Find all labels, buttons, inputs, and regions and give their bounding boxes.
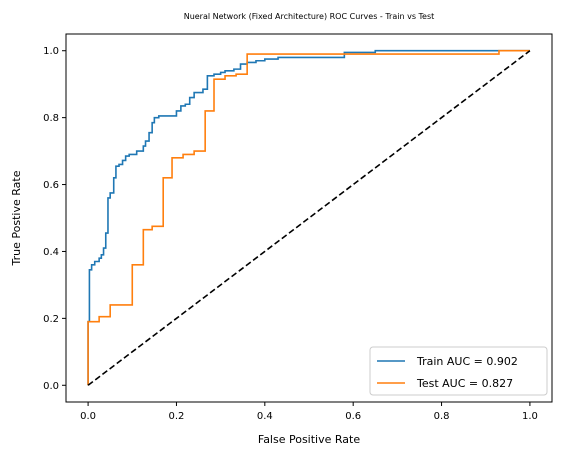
chart-title: Nueral Network (Fixed Architecture) ROC … — [184, 12, 435, 21]
legend-label-train: Train AUC = 0.902 — [416, 355, 518, 368]
chance-diagonal-line — [87, 50, 531, 386]
legend-box — [369, 346, 548, 396]
y-tick-label: 0.2 — [43, 314, 59, 325]
x-axis-label: False Positive Rate — [258, 433, 360, 446]
x-tick-label: 1.0 — [522, 411, 538, 422]
y-tick-label: 0.8 — [43, 113, 59, 124]
x-tick-label: 0.8 — [434, 411, 450, 422]
x-tick-label: 0.2 — [169, 411, 185, 422]
y-tick-label: 0.4 — [43, 247, 59, 258]
test-roc-line — [87, 49, 530, 386]
y-tick-label: 0.6 — [43, 180, 59, 191]
series-layer — [87, 49, 531, 386]
y-tick-label: 0.0 — [43, 381, 59, 392]
y-axis-label: True Postive Rate — [10, 170, 23, 266]
y-axis-ticks: 0.0 0.2 0.4 0.6 0.8 1.0 — [43, 46, 66, 392]
x-tick-label: 0.4 — [257, 411, 273, 422]
y-tick-label: 1.0 — [43, 46, 59, 57]
x-tick-label: 0.0 — [80, 411, 96, 422]
train-roc-line — [87, 49, 530, 386]
legend-label-test: Test AUC = 0.827 — [416, 377, 513, 390]
x-tick-label: 0.6 — [345, 411, 361, 422]
x-axis-ticks: 0.0 0.2 0.4 0.6 0.8 1.0 — [80, 402, 538, 422]
legend: Train AUC = 0.902 Test AUC = 0.827 — [369, 346, 548, 396]
plot-frame — [65, 33, 553, 403]
